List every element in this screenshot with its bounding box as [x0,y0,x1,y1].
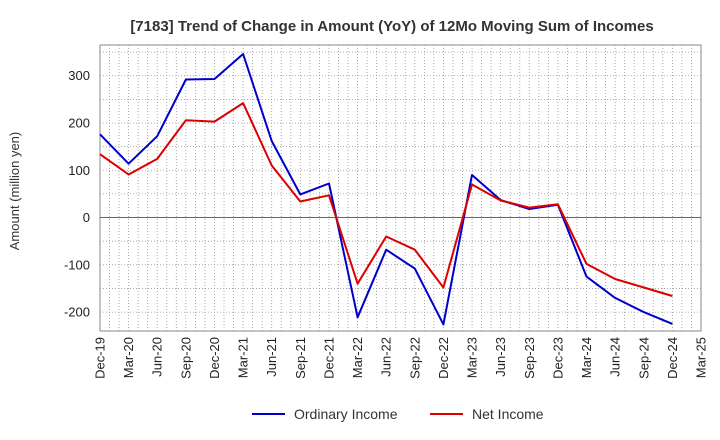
y-tick-label: 0 [83,210,90,225]
x-tick-label: Mar-25 [694,337,709,378]
x-tick-label: Dec-21 [321,337,336,379]
x-tick-label: Sep-23 [522,337,537,379]
x-tick-label: Jun-20 [150,337,165,377]
x-tick-label: Sep-20 [178,337,193,379]
plot-frame [99,44,702,332]
y-tick-label: -200 [64,305,90,320]
chart-title: [7183] Trend of Change in Amount (YoY) o… [130,18,653,35]
legend-label: Ordinary Income [294,406,398,422]
y-tick-label: 100 [68,163,90,178]
x-tick-label: Dec-24 [665,337,680,379]
x-tick-label: Mar-23 [465,337,480,378]
x-tick-label: Dec-19 [93,337,108,379]
y-axis-label: Amount (million yen) [7,132,22,251]
legend: Ordinary Income Net Income [252,406,544,422]
x-tick-label: Dec-22 [436,337,451,379]
x-tick-label: Sep-21 [293,337,308,379]
y-tick-label: -100 [64,257,90,272]
x-tick-label: Dec-23 [550,337,565,379]
x-tick-label: Jun-24 [608,337,623,377]
x-tick-label: Dec-20 [207,337,222,379]
series-line [99,102,673,297]
x-tick-label: Sep-22 [407,337,422,379]
y-tick-label: 300 [68,68,90,83]
x-tick-label: Mar-22 [350,337,365,378]
legend-label: Net Income [472,406,544,422]
x-tick-label: Mar-24 [579,337,594,378]
series-line [99,53,673,326]
x-tick-label: Mar-21 [236,337,251,378]
x-tick-label: Jun-23 [493,337,508,377]
x-tick-label: Mar-20 [121,337,136,378]
plot-area: 300 200 100 0 -100 -200 Dec-19 Mar-20 Jun-20 Sep-… [64,44,709,379]
y-tick-label: 200 [68,116,90,131]
x-tick-label: Jun-22 [379,337,394,377]
x-tick-label: Jun-21 [264,337,279,377]
x-tick-label: Sep-24 [636,337,651,379]
